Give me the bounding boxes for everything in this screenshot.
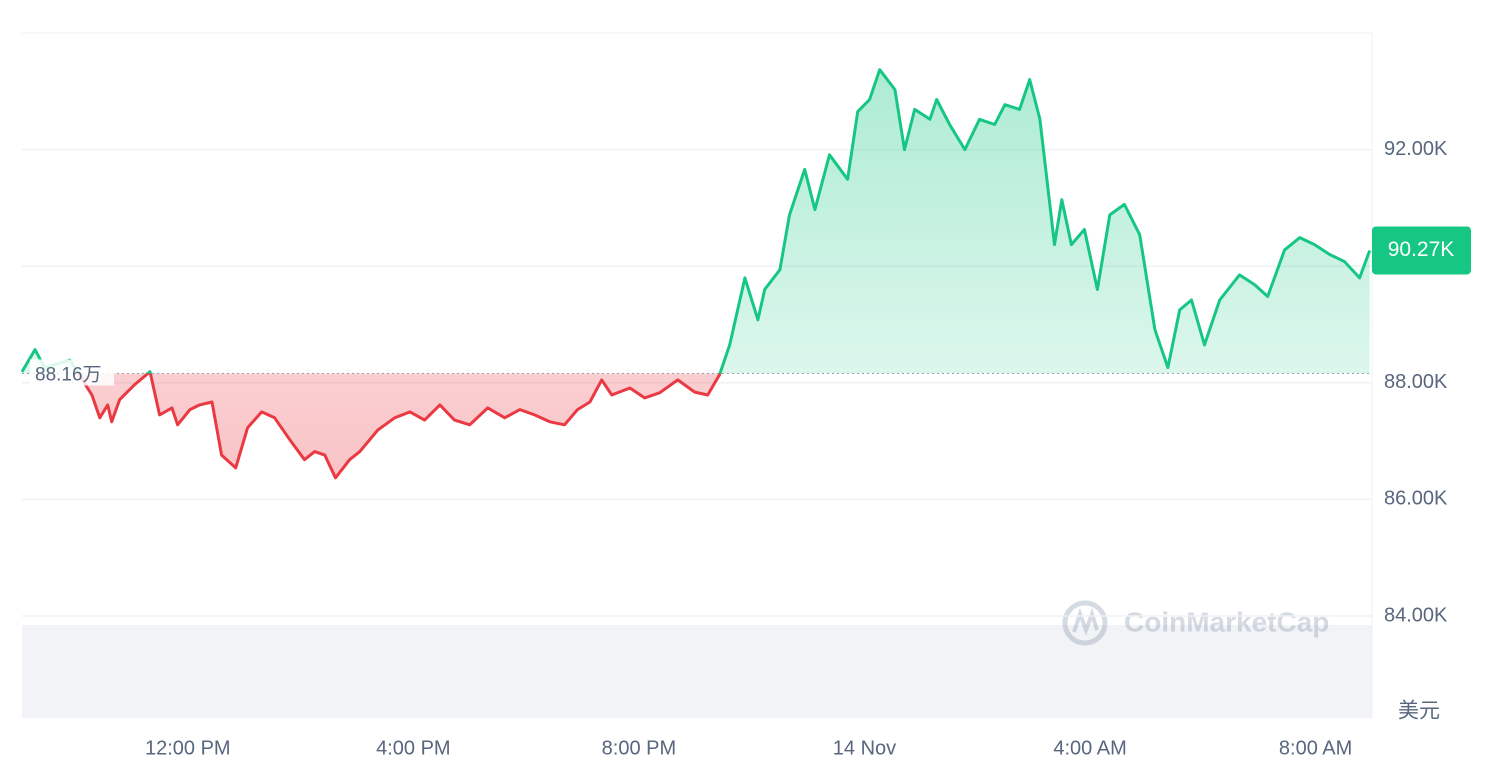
last-price-tag bbox=[1372, 226, 1471, 275]
x-tick-label: 12:00 PM bbox=[145, 737, 231, 759]
baseline-label: 88.16万 bbox=[35, 364, 102, 385]
watermark: CoinMarketCap bbox=[1062, 600, 1329, 646]
price-line-down bbox=[76, 373, 722, 480]
unit-label: 美元 bbox=[1398, 700, 1440, 723]
price-line-up bbox=[20, 68, 1372, 374]
y-tick-label: 84.00K bbox=[1384, 604, 1448, 626]
volume-band bbox=[22, 625, 1372, 718]
last-price-label: 90.27K bbox=[1388, 238, 1455, 261]
y-tick-label: 92.00K bbox=[1384, 138, 1448, 160]
area-down bbox=[22, 373, 1370, 478]
x-tick-label: 4:00 AM bbox=[1053, 737, 1126, 759]
x-tick-label: 4:00 PM bbox=[376, 737, 450, 759]
x-tick-label: 14 Nov bbox=[833, 737, 896, 759]
area-up bbox=[22, 69, 1370, 374]
watermark-text: CoinMarketCap bbox=[1124, 606, 1329, 637]
x-tick-label: 8:00 AM bbox=[1279, 737, 1352, 759]
y-tick-label: 88.00K bbox=[1384, 371, 1448, 393]
x-tick-label: 8:00 PM bbox=[602, 737, 676, 759]
plot bbox=[20, 68, 1372, 617]
baseline-label-bg bbox=[30, 359, 114, 386]
y-tick-label: 86.00K bbox=[1384, 488, 1448, 510]
